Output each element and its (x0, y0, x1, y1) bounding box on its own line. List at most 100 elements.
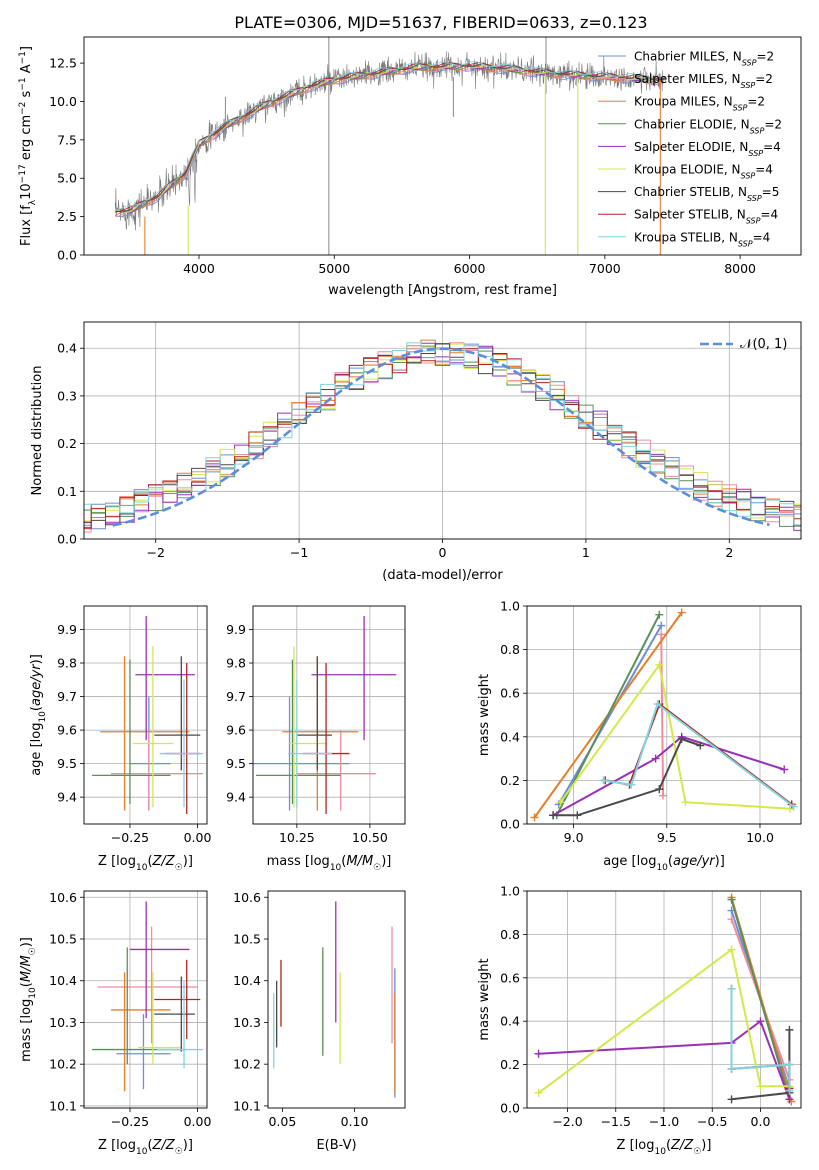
x-axis-label: Z [log10(Z/Z☉)] (98, 854, 193, 873)
x-tick-label: 10.0 (746, 830, 774, 845)
age_vs_mass-plot-area (253, 616, 397, 814)
weight-marker (534, 1088, 543, 1097)
x-axis-label: Z [log10(Z/Z☉)] (98, 1138, 193, 1157)
weight-marker (655, 785, 664, 794)
normal-reference-curve (112, 347, 770, 527)
spectrum-panel: 4000 5000 6000 7000 8000 0.0 2.5 5.0 7.5 10.0 12.5… (18, 36, 802, 298)
weight-marker (657, 621, 666, 630)
x-tick-label: 4000 (183, 261, 215, 276)
weight-marker (780, 765, 789, 774)
y-tick-label: 9.6 (226, 723, 246, 738)
age_vs_metallicity-plot-area (92, 616, 203, 814)
axes-frame (526, 890, 802, 1109)
y-tick-label: 10.6 (49, 890, 77, 905)
y-tick-label: 9.5 (57, 756, 77, 771)
y-tick-label: 9.9 (57, 622, 77, 637)
residuals-panel: −2 −1 0 1 2 0.0 0.1 0.2 0.3 0.4 𝒩(0, 1) (data-model… (30, 321, 802, 583)
weight-marker (655, 610, 664, 619)
weight-marker (657, 630, 666, 639)
model-spectrum (114, 67, 662, 218)
y-tick-label: 0.8 (500, 927, 520, 942)
axes-frame (267, 890, 406, 1109)
x-tick-label: −1.5 (601, 1114, 631, 1129)
y-tick-label: 9.6 (57, 723, 77, 738)
axes-frame (252, 605, 406, 825)
y-tick-label: 0.2 (57, 436, 77, 451)
weight-line (559, 662, 790, 810)
y-tick-label: 5.0 (57, 171, 77, 186)
y-tick-label: 0.4 (500, 729, 520, 744)
weight-marker (785, 1025, 794, 1034)
model-spectrum (114, 65, 662, 216)
y-tick-label: 10.2 (49, 1057, 77, 1072)
y-tick-label: 10.6 (233, 890, 261, 905)
y-tick-label: 10.4 (49, 973, 77, 988)
x-tick-label: 2 (725, 545, 733, 560)
weight-marker (727, 1095, 736, 1104)
weight-marker (785, 1060, 794, 1069)
weight-marker (756, 1082, 765, 1091)
y-tick-label: 9.4 (57, 790, 77, 805)
legend-entry: Kroupa STELIB, NSSP=4 (634, 230, 770, 248)
y-tick-label: 12.5 (49, 56, 77, 71)
x-tick-label: −0.5 (697, 1114, 727, 1129)
axes-frame (83, 890, 208, 1109)
legend-entry: Kroupa MILES, NSSP=2 (634, 95, 765, 113)
residual-histogram (84, 348, 801, 530)
y-tick-label: 9.7 (226, 689, 246, 704)
y-axis-label: mass [log10(M/M☉)] (19, 937, 38, 1062)
y-tick-label: 10.1 (233, 1098, 261, 1113)
weight-marker (627, 780, 636, 789)
axes-frame (526, 605, 802, 825)
weight-marker (573, 811, 582, 820)
weight-line (538, 1019, 791, 1100)
x-tick-label: 6000 (454, 261, 486, 276)
weight-marker (653, 700, 662, 709)
weight-marker (681, 798, 690, 807)
x-axis-label: wavelength [Angstrom, rest frame] (328, 283, 557, 298)
y-axis-label: Normed distribution (30, 366, 45, 496)
x-tick-label: −2 (146, 545, 164, 560)
weight-line (555, 614, 661, 816)
model-spectrum (115, 63, 662, 213)
y-tick-label: 0.6 (500, 686, 520, 701)
weight-marker (677, 734, 686, 743)
y-tick-label: 9.8 (226, 656, 246, 671)
y-tick-label: 10.4 (233, 973, 261, 988)
y-tick-label: 0.3 (57, 388, 77, 403)
legend-entry: Salpeter ELODIE, NSSP=4 (634, 140, 781, 158)
y-tick-label: 10.5 (49, 931, 77, 946)
x-tick-label: 1 (582, 545, 590, 560)
y-tick-label: 0.4 (57, 341, 77, 356)
x-tick-label: 7000 (589, 261, 621, 276)
model-spectrum (114, 62, 662, 213)
weight-marker (659, 791, 668, 800)
y-tick-label: 0.8 (500, 642, 520, 657)
y-axis-label: age [log10(age/yr)] (29, 654, 48, 776)
y-tick-label: 0.0 (57, 248, 77, 263)
weight-marker (785, 1086, 794, 1095)
age_vs_metallicity-panel: −0.25 0.00 9.4 9.5 9.6 9.7 9.8 9.9 Z [log10(Z/Z☉… (29, 605, 211, 873)
y-axis-label: mass weight (477, 958, 492, 1040)
legend-entry: Salpeter STELIB, NSSP=4 (634, 208, 778, 226)
weight_vs_metallicity-panel: −2.0 −1.5 −1.0 −0.5 0.0 0.0 0.2 0.4 0.6 0.8 1.0 Z [… (477, 884, 802, 1157)
weight-marker (677, 608, 686, 617)
y-tick-label: 10.5 (233, 931, 261, 946)
x-tick-label: 0 (439, 545, 447, 560)
x-tick-label: 10.50 (352, 830, 388, 845)
y-tick-label: 9.4 (226, 790, 246, 805)
age_vs_mass-panel: 10.25 10.50 9.4 9.5 9.6 9.7 9.8 9.9 mass [log10(… (226, 605, 406, 873)
weight-marker (756, 1017, 765, 1026)
weight-line (605, 702, 793, 806)
weight-marker (530, 813, 539, 822)
x-tick-label: 0.00 (184, 1114, 212, 1129)
model-spectrum (114, 64, 662, 214)
y-tick-label: 1.0 (500, 599, 520, 614)
weight-marker (549, 811, 558, 820)
figure-title: PLATE=0306, MJD=51637, FIBERID=0633, z=0… (234, 13, 647, 32)
weight_vs_metallicity-plot-area (534, 893, 796, 1106)
residual-histogram (84, 342, 801, 533)
weight-marker (655, 660, 664, 669)
model-spectrum (115, 64, 662, 213)
legend-entry: Kroupa ELODIE, NSSP=4 (634, 163, 773, 181)
